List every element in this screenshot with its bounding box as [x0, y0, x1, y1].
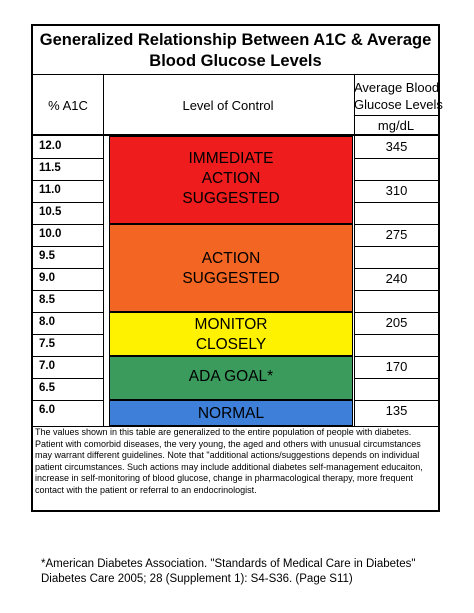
- glucose-header: Average Blood Glucose Levels: [354, 79, 443, 113]
- a1c-value: 10.0: [39, 228, 62, 240]
- glucose-value: 240: [385, 271, 408, 286]
- a1c-table: Generalized Relationship Between A1C & A…: [31, 24, 443, 512]
- band-normal-label: NORMAL: [197, 405, 265, 422]
- a1c-value: 12.0: [39, 140, 62, 152]
- band-ada-goal-label: ADA GOAL*: [188, 368, 274, 385]
- band-normal: NORMAL: [109, 400, 353, 426]
- glucose-column-divider: [354, 74, 355, 426]
- a1c-column-divider: [103, 74, 104, 426]
- a1c-value: 7.0: [39, 360, 55, 372]
- a1c-value: 7.5: [39, 338, 55, 350]
- band-immediate-action: IMMEDIATE ACTION SUGGESTED: [109, 136, 353, 224]
- a1c-row-divider: [33, 290, 103, 291]
- footnote-line-1: *American Diabetes Association. "Standar…: [41, 558, 416, 570]
- band-immediate-line-2: ACTION: [201, 170, 261, 187]
- band-immediate-line-3: SUGGESTED: [182, 190, 280, 207]
- a1c-row-divider: [33, 378, 103, 379]
- control-header: Level of Control: [182, 98, 274, 113]
- glucose-value: 205: [385, 315, 408, 330]
- band-monitor-line-1: MONITOR: [194, 316, 268, 333]
- a1c-value: 9.0: [39, 272, 55, 284]
- title-line-2: Blood Glucose Levels: [149, 52, 322, 70]
- glucose-row-divider: [354, 158, 438, 159]
- table-title: Generalized Relationship Between A1C & A…: [33, 26, 438, 74]
- glucose-row-divider: [354, 378, 438, 379]
- title-divider: [33, 74, 438, 75]
- glucose-row-divider: [354, 224, 438, 225]
- a1c-row-divider: [33, 180, 103, 181]
- band-action-line-1: ACTION: [201, 250, 261, 267]
- band-monitor-closely: MONITOR CLOSELY: [109, 312, 353, 356]
- glucose-row-divider: [354, 290, 438, 291]
- glucose-header-line-2: Glucose Levels: [354, 97, 443, 112]
- a1c-value: 8.0: [39, 316, 55, 328]
- footnote: *American Diabetes Association. "Standar…: [41, 557, 415, 587]
- a1c-value: 9.5: [39, 250, 55, 262]
- band-monitor-line-2: CLOSELY: [195, 336, 267, 353]
- a1c-value: 8.5: [39, 294, 55, 306]
- glucose-value: 170: [385, 359, 408, 374]
- glucose-value: 135: [385, 403, 408, 418]
- glucose-value: 310: [385, 183, 408, 198]
- a1c-row-divider: [33, 224, 103, 225]
- a1c-value: 10.5: [39, 206, 62, 218]
- band-ada-goal: ADA GOAL*: [109, 356, 353, 400]
- header-divider: [33, 134, 438, 136]
- unit-divider: [354, 115, 438, 116]
- glucose-row-divider: [354, 180, 438, 181]
- a1c-header: % A1C: [48, 98, 88, 113]
- a1c-value: 11.0: [39, 184, 61, 196]
- glucose-header-line-1: Average Blood: [354, 80, 440, 95]
- footnote-line-2: Diabetes Care 2005; 28 (Supplement 1): S…: [41, 573, 353, 585]
- a1c-row-divider: [33, 268, 103, 269]
- a1c-row-divider: [33, 356, 103, 357]
- glucose-value: 345: [385, 139, 408, 154]
- a1c-row-divider: [33, 202, 103, 203]
- glucose-row-divider: [354, 334, 438, 335]
- a1c-value: 6.5: [39, 382, 55, 394]
- a1c-row-divider: [33, 312, 103, 313]
- glucose-row-divider: [354, 400, 438, 401]
- band-immediate-line-1: IMMEDIATE: [188, 150, 274, 167]
- a1c-row-divider: [33, 334, 103, 335]
- a1c-value: 6.0: [39, 404, 55, 416]
- glucose-row-divider: [354, 312, 438, 313]
- table-bottom-divider: [33, 426, 438, 427]
- band-action-suggested: ACTION SUGGESTED: [109, 224, 353, 312]
- glucose-row-divider: [354, 246, 438, 247]
- disclaimer-note: The values shown in this table are gener…: [35, 427, 423, 495]
- glucose-row-divider: [354, 268, 438, 269]
- glucose-row-divider: [354, 202, 438, 203]
- glucose-row-divider: [354, 356, 438, 357]
- a1c-value: 11.5: [39, 162, 61, 174]
- a1c-row-divider: [33, 400, 103, 401]
- title-line-1: Generalized Relationship Between A1C & A…: [39, 31, 432, 49]
- unit-label: mg/dL: [377, 118, 415, 133]
- a1c-row-divider: [33, 246, 103, 247]
- glucose-value: 275: [385, 227, 408, 242]
- a1c-row-divider: [33, 158, 103, 159]
- band-action-line-2: SUGGESTED: [182, 270, 280, 287]
